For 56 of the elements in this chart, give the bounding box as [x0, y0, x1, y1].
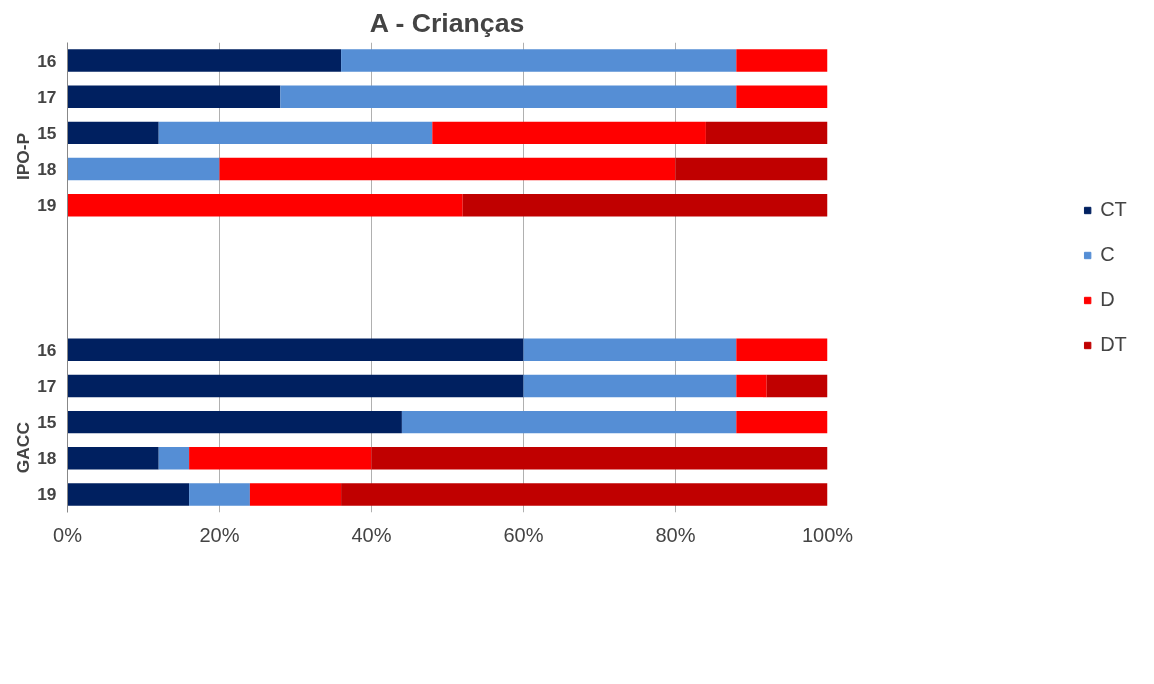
x-tick-label: 40% [351, 523, 392, 546]
x-tick-label: 80% [655, 523, 696, 546]
bar [736, 374, 767, 398]
x-tick-label: 0% [53, 523, 83, 546]
bar [67, 121, 159, 145]
bar [158, 447, 190, 470]
bar [705, 121, 828, 145]
bar [67, 447, 159, 470]
bar [401, 410, 737, 434]
bar [158, 121, 433, 145]
y-tick-label: 19 [37, 484, 57, 505]
y-tick-label: 18 [37, 159, 57, 180]
bar [736, 85, 828, 108]
legend-label: D [1100, 288, 1116, 311]
bar [341, 483, 828, 506]
bar [736, 338, 828, 362]
bar [280, 85, 737, 108]
text: GACC [13, 421, 34, 474]
bar [67, 374, 524, 398]
bar [189, 483, 250, 506]
bar [189, 447, 372, 470]
x-tick-label: 60% [503, 523, 544, 546]
bar [67, 338, 524, 362]
bar [523, 374, 737, 398]
bar [766, 374, 828, 398]
y-tick-label: 16 [37, 50, 57, 71]
bar [462, 193, 828, 217]
x-tick-label: 100% [801, 523, 854, 546]
y-tick-label: 15 [37, 412, 57, 433]
bar [675, 157, 828, 181]
y-tick-label: 15 [37, 122, 57, 143]
y-tick-label: 16 [37, 339, 57, 360]
bar [67, 49, 342, 72]
y-tick-label: 17 [37, 375, 57, 396]
legend-label: C [1100, 243, 1116, 266]
text: IPO-P [13, 132, 34, 181]
chart-title: A - Crianças [369, 7, 525, 38]
y-tick-label: 18 [37, 448, 57, 469]
bar [736, 49, 828, 72]
bar [371, 447, 828, 470]
bar [523, 338, 737, 362]
bar [67, 483, 190, 506]
x-tick-label: 20% [199, 523, 240, 546]
y-tick-label: 17 [37, 86, 57, 107]
bar [736, 410, 828, 434]
bar [67, 193, 463, 217]
bar [67, 85, 281, 108]
legend-label: DT [1100, 333, 1127, 356]
bar [432, 121, 706, 145]
bar [249, 483, 342, 506]
bar [219, 157, 676, 181]
bar [341, 49, 737, 72]
bar [67, 157, 220, 181]
bar [67, 410, 402, 434]
y-tick-label: 19 [37, 195, 57, 216]
legend-label: CT [1100, 198, 1127, 221]
